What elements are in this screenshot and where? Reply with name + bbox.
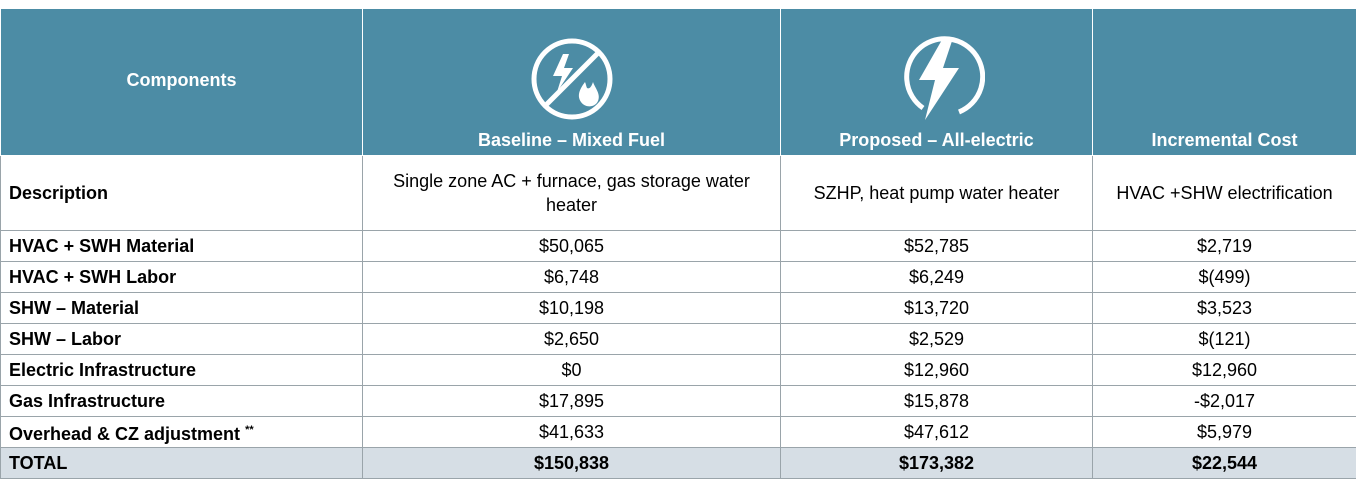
value-cell: HVAC +SHW electrification	[1092, 155, 1356, 231]
cell-text: $6,249	[908, 267, 965, 287]
value-cell: $15,878	[780, 385, 1093, 417]
cell-text: $10,198	[538, 298, 605, 318]
row-label: Electric Infrastructure	[9, 360, 197, 380]
row-label-cell: Overhead & CZ adjustment **	[0, 416, 363, 448]
value-cell: SZHP, heat pump water heater	[780, 155, 1093, 231]
cell-text: $12,960	[903, 360, 970, 380]
value-cell: $12,960	[780, 354, 1093, 386]
row-label: SHW – Material	[9, 298, 140, 318]
cell-text: $150,838	[533, 453, 610, 473]
row-label-cell: Electric Infrastructure	[0, 354, 363, 386]
cell-text: Single zone AC + furnace, gas storage wa…	[393, 171, 750, 215]
value-cell: $17,895	[362, 385, 781, 417]
cell-text: SZHP, heat pump water heater	[813, 183, 1060, 203]
cell-text: $52,785	[903, 236, 970, 256]
value-cell: $47,612	[780, 416, 1093, 448]
value-cell: $150,838	[362, 447, 781, 479]
cell-text: $15,878	[903, 391, 970, 411]
cell-text: $17,895	[538, 391, 605, 411]
cell-text: $173,382	[898, 453, 975, 473]
value-cell: $41,633	[362, 416, 781, 448]
cell-text: $5,979	[1196, 422, 1253, 442]
value-cell: $(121)	[1092, 323, 1356, 355]
cell-text: $13,720	[903, 298, 970, 318]
cost-table: Components Baseline – Mixed Fuel Propose…	[0, 8, 1356, 479]
table-row: HVAC + SWH Material $50,065 $52,785 $2,719	[0, 230, 1356, 262]
header-text: Baseline – Mixed Fuel	[477, 130, 666, 150]
cell-text: -$2,017	[1193, 391, 1256, 411]
cell-text: $50,065	[538, 236, 605, 256]
value-cell: $173,382	[780, 447, 1093, 479]
cell-text: $47,612	[903, 422, 970, 442]
value-cell: $2,529	[780, 323, 1093, 355]
value-cell: $10,198	[362, 292, 781, 324]
note-mark: **	[245, 424, 254, 436]
table-body: Description Single zone AC + furnace, gas…	[0, 155, 1356, 479]
header-cell: Components	[0, 8, 363, 156]
row-label-cell: SHW – Labor	[0, 323, 363, 355]
value-cell: $52,785	[780, 230, 1093, 262]
table-row: HVAC + SWH Labor $6,748 $6,249 $(499)	[0, 261, 1356, 293]
value-cell: Single zone AC + furnace, gas storage wa…	[362, 155, 781, 231]
table-row: Overhead & CZ adjustment ** $41,633 $47,61…	[0, 416, 1356, 448]
row-label-cell: HVAC + SWH Labor	[0, 261, 363, 293]
cell-text: $41,633	[538, 422, 605, 442]
header-text: Incremental Cost	[1151, 130, 1298, 150]
mixed-fuel-icon	[531, 38, 612, 120]
header-cell: Baseline – Mixed Fuel	[362, 8, 781, 156]
cell-text: $6,748	[543, 267, 600, 287]
row-label-cell: Description	[0, 155, 363, 231]
cell-text: $0	[561, 360, 582, 380]
table-row: TOTAL $150,838 $173,382 $22,544	[0, 447, 1356, 479]
cell-text: $(499)	[1198, 267, 1251, 287]
row-label: HVAC + SWH Labor	[9, 267, 177, 287]
row-label: TOTAL	[9, 453, 68, 473]
row-label: Description	[9, 183, 109, 203]
cell-text: $2,529	[908, 329, 965, 349]
value-cell: $6,748	[362, 261, 781, 293]
value-cell: $(499)	[1092, 261, 1356, 293]
header-cell: Incremental Cost	[1092, 8, 1356, 156]
row-label: SHW – Labor	[9, 329, 122, 349]
header-cell: Proposed – All-electric	[780, 8, 1093, 156]
cell-text: $2,650	[543, 329, 600, 349]
row-label: Gas Infrastructure	[9, 391, 166, 411]
cell-text: $2,719	[1196, 236, 1253, 256]
row-label-cell: HVAC + SWH Material	[0, 230, 363, 262]
cell-text: $3,523	[1196, 298, 1253, 318]
cell-text: HVAC +SHW electrification	[1116, 183, 1333, 203]
row-label-cell: Gas Infrastructure	[0, 385, 363, 417]
value-cell: $2,650	[362, 323, 781, 355]
value-cell: $12,960	[1092, 354, 1356, 386]
value-cell: $50,065	[362, 230, 781, 262]
row-label: HVAC + SWH Material	[9, 236, 195, 256]
value-cell: $6,249	[780, 261, 1093, 293]
table-row: SHW – Material $10,198 $13,720 $3,523	[0, 292, 1356, 324]
header-text: Proposed – All-electric	[839, 130, 1034, 150]
value-cell: $13,720	[780, 292, 1093, 324]
all-electric-icon	[903, 36, 985, 120]
value-cell: $0	[362, 354, 781, 386]
row-label-cell: SHW – Material	[0, 292, 363, 324]
table-row: SHW – Labor $2,650 $2,529 $(121)	[0, 323, 1356, 355]
table-row: Gas Infrastructure $17,895 $15,878 -$2,017	[0, 385, 1356, 417]
cell-text: $(121)	[1198, 329, 1251, 349]
cell-text: $22,544	[1191, 453, 1258, 473]
row-label-cell: TOTAL	[0, 447, 363, 479]
table-row: Description Single zone AC + furnace, gas…	[0, 155, 1356, 231]
value-cell: $22,544	[1092, 447, 1356, 479]
value-cell: -$2,017	[1092, 385, 1356, 417]
value-cell: $3,523	[1092, 292, 1356, 324]
value-cell: $5,979	[1092, 416, 1356, 448]
cell-text: $12,960	[1191, 360, 1258, 380]
table-row: Electric Infrastructure $0 $12,960 $12,960	[0, 354, 1356, 386]
header-text: Components	[126, 69, 237, 90]
header-row: Components Baseline – Mixed Fuel Propose…	[0, 8, 1356, 156]
row-label: Overhead & CZ adjustment	[9, 424, 241, 444]
value-cell: $2,719	[1092, 230, 1356, 262]
